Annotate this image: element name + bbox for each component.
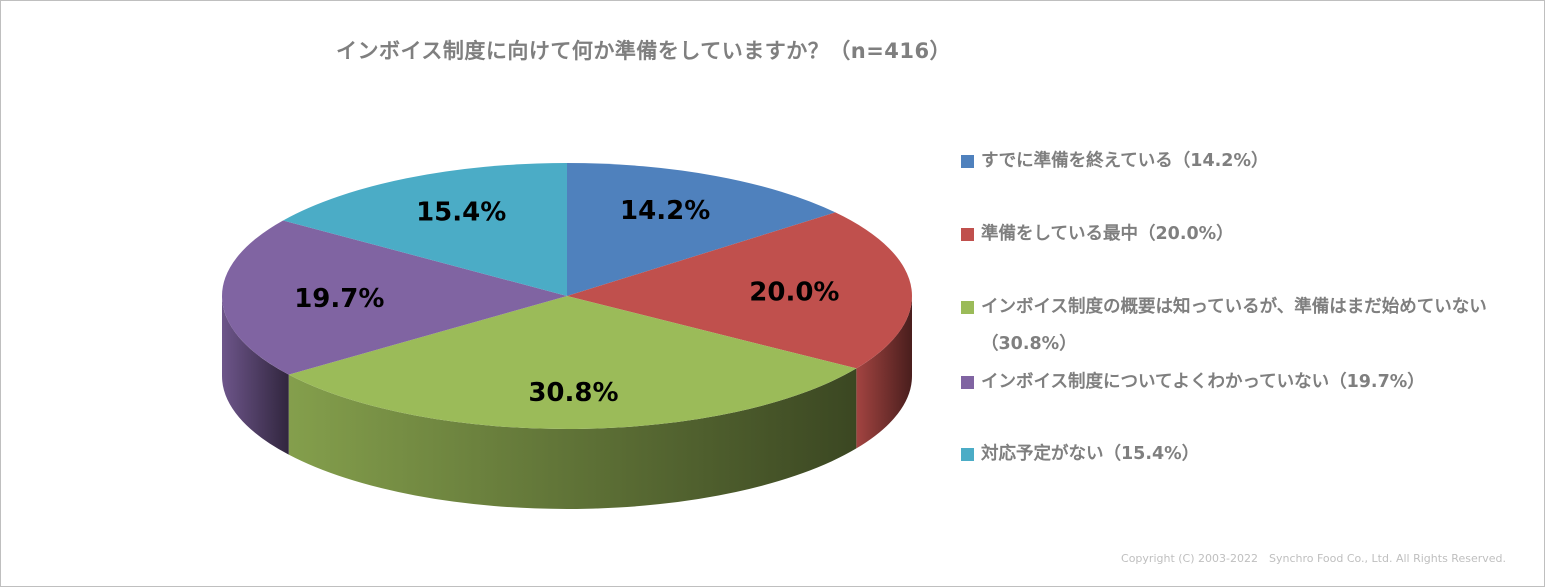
pie-top-faces: [222, 163, 913, 430]
legend-item-3: インボイス制度の概要は知っているが、準備はまだ始めていない（30.8%）: [959, 289, 1519, 363]
pie-slice-5: [283, 163, 567, 296]
legend-swatch: [961, 376, 974, 389]
data-label-5: 15.4%: [416, 198, 506, 228]
legend-label: 準備をしている最中（20.0%）: [981, 224, 1234, 244]
pie-slice-1: [567, 163, 836, 296]
pie-slice-2: [567, 212, 913, 369]
legend-swatch: [961, 448, 974, 461]
legend-label: 対応予定がない（15.4%）: [981, 444, 1200, 464]
legend-item-5: 対応予定がない（15.4%）: [959, 436, 1519, 473]
legend-label: すでに準備を終えている（14.2%）: [981, 151, 1269, 171]
legend-swatch: [961, 155, 974, 168]
copyright-text: Copyright (C) 2003-2022 Synchro Food Co.…: [1121, 552, 1506, 565]
pie-slice-3: [288, 296, 857, 430]
data-label-2: 20.0%: [749, 278, 839, 308]
legend-label: インボイス制度についてよくわかっていない（19.7%）: [981, 372, 1425, 392]
pie-data-labels: 14.2% 20.0% 30.8% 19.7% 15.4%: [294, 196, 839, 408]
legend-item-4: インボイス制度についてよくわかっていない（19.7%）: [959, 364, 1519, 401]
chart-title: インボイス制度に向けて何か準備をしていますか？（n=416）: [336, 39, 952, 63]
legend-swatch: [961, 301, 974, 314]
legend-item-2: 準備をしている最中（20.0%）: [959, 216, 1519, 253]
legend-item-1: すでに準備を終えている（14.2%）: [959, 143, 1519, 180]
data-label-4: 19.7%: [294, 284, 384, 314]
pie-side-walls: [222, 296, 912, 509]
pie-slice-4: [222, 220, 568, 375]
pie-side-4: [222, 296, 289, 455]
pie-side-3: [288, 368, 857, 509]
data-label-3: 30.8%: [528, 378, 618, 408]
pie-side-2: [856, 296, 912, 449]
data-label-1: 14.2%: [620, 196, 710, 226]
legend-swatch: [961, 228, 974, 241]
legend-label: インボイス制度の概要は知っているが、準備はまだ始めていない（30.8%）: [981, 297, 1487, 354]
